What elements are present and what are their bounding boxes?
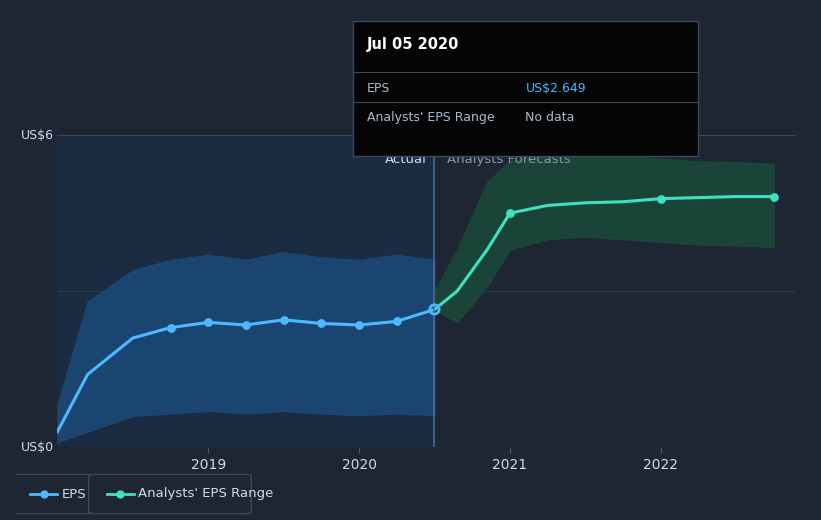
Text: Analysts' EPS Range: Analysts' EPS Range	[367, 111, 494, 124]
Point	[654, 194, 667, 203]
Point	[164, 323, 177, 332]
Point	[428, 305, 441, 314]
Point	[202, 318, 215, 327]
Point	[503, 209, 516, 217]
Point	[314, 319, 328, 328]
Text: Actual: Actual	[385, 153, 427, 166]
Text: Jul 05 2020: Jul 05 2020	[367, 37, 459, 52]
Text: US$0: US$0	[21, 440, 54, 453]
Point	[390, 317, 403, 326]
Point	[767, 192, 780, 201]
Text: Analysts Forecasts: Analysts Forecasts	[447, 153, 571, 166]
Point	[114, 490, 127, 498]
Text: EPS: EPS	[62, 488, 86, 500]
Text: No data: No data	[525, 111, 575, 124]
Bar	[57, 135, 434, 447]
Text: US$2.649: US$2.649	[525, 82, 586, 95]
Point	[352, 321, 365, 329]
FancyBboxPatch shape	[89, 474, 251, 514]
FancyBboxPatch shape	[11, 474, 98, 514]
Point	[37, 490, 50, 498]
Text: Analysts' EPS Range: Analysts' EPS Range	[139, 488, 273, 500]
Text: EPS: EPS	[367, 82, 390, 95]
Point	[240, 321, 253, 329]
Point	[277, 316, 291, 324]
Text: US$6: US$6	[21, 128, 54, 141]
